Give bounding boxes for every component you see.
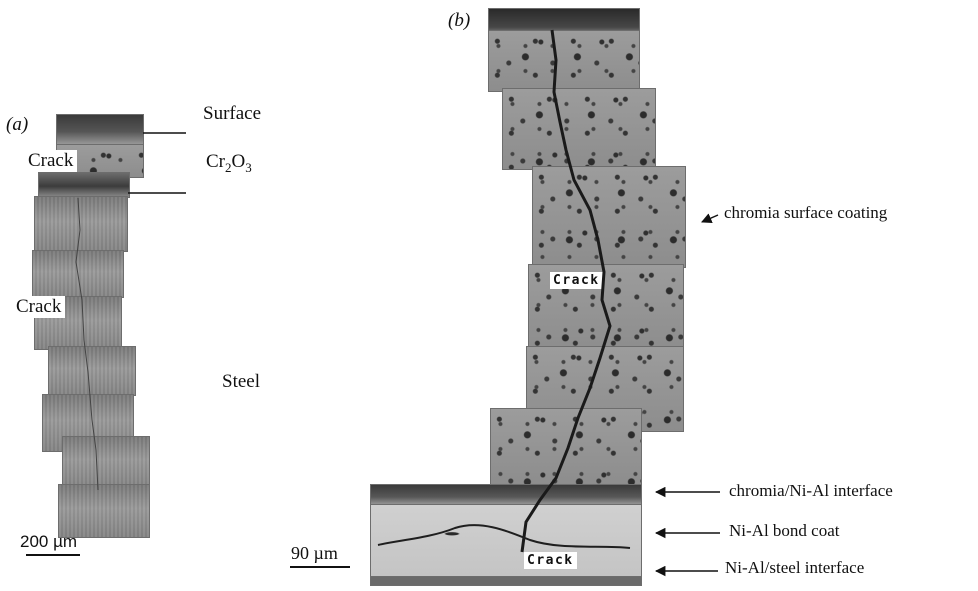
panel-b-interface-bottom-annotation: Ni-Al/steel interface: [725, 558, 865, 577]
panel-a-steel-label: Steel: [222, 371, 260, 392]
panel-a-oxide-label: Cr2O3: [206, 151, 252, 176]
panel-b-bondcoat-annotation: Ni-Al bond coat: [729, 521, 840, 540]
panel-b-coating-tile: [488, 30, 640, 92]
panel-a-crack-tag: Crack: [24, 150, 78, 172]
panel-b-coating-tile: [502, 88, 656, 170]
panel-b-crack-tag: Crack: [524, 552, 577, 569]
panel-b-letter: (b): [448, 10, 471, 31]
oxide-formula-o: O: [231, 151, 246, 172]
panel-a-surface-label: Surface: [203, 103, 262, 124]
panel-b-bondcoat-crack: [377, 524, 631, 549]
panel-b-coating-tile: [532, 166, 686, 268]
panel-b-bondcoat-tile: [370, 504, 642, 578]
panel-a-letter: (a): [6, 114, 29, 135]
panel-b-crack-line: [520, 29, 612, 553]
panel-a-steel-tile: [34, 196, 128, 252]
oxide-formula-sub: 2: [225, 159, 232, 175]
panel-a-oxide-interface-tile: [38, 172, 130, 198]
panel-b-scale-label: 90 µm: [291, 543, 338, 563]
panel-b-coating-annotation: chromia surface coating: [724, 203, 888, 222]
oxide-formula-sub: 3: [245, 159, 252, 175]
panel-a-steel-tile: [48, 346, 136, 396]
panel-a-steel-tile: [62, 436, 150, 488]
panel-a-crack-line: [75, 197, 99, 491]
panel-b-interface-top-annotation: chromia/Ni-Al interface: [729, 481, 893, 500]
panel-a-crack-tag: Crack: [12, 296, 66, 318]
coating-arrow: [701, 213, 719, 224]
panel-b-steel-interface-tile: [370, 576, 642, 586]
oxide-formula-cr: Cr: [206, 151, 225, 172]
panel-a-scale-label: 200 µm: [20, 532, 78, 551]
panel-a-steel-tile: [58, 484, 150, 538]
panel-b-crack-tag: Crack: [550, 272, 603, 289]
